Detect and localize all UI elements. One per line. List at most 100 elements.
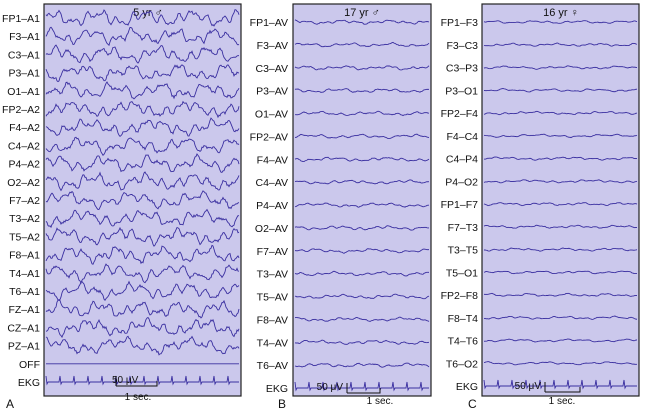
trace-f4-c4 bbox=[483, 133, 638, 139]
trace-o1-a1 bbox=[45, 81, 240, 100]
panel-c-scale-voltage: 50 μV bbox=[515, 381, 542, 392]
channel-label-fp2-av: FP2–AV bbox=[250, 131, 288, 143]
panel-c-scale-bar: 50 μV 1 sec. bbox=[515, 381, 581, 407]
panel-b-letter: B bbox=[278, 397, 286, 411]
trace-t3-av bbox=[294, 270, 430, 277]
trace-fp2-av bbox=[294, 133, 430, 139]
trace-c4-a2 bbox=[45, 136, 240, 156]
channel-label-p4-o2: P4–O2 bbox=[445, 176, 478, 188]
panel-b: 17 yr ♂ FP1–AV F3–AV C3–AV P3–AV O1–AV FP2–AV… bbox=[250, 3, 432, 411]
channel-label-t6-av: T6–AV bbox=[257, 360, 288, 372]
channel-label-p4-av: P4–AV bbox=[256, 200, 288, 212]
trace-p4-o2 bbox=[483, 179, 638, 184]
channel-label-cz-a1: CZ–A1 bbox=[7, 322, 40, 334]
panel-c-scale-time: 1 sec. bbox=[549, 396, 576, 407]
panel-c-traces bbox=[483, 20, 638, 390]
channel-label-fp1-a1: FP1–A1 bbox=[2, 13, 40, 25]
panel-c-background bbox=[481, 3, 640, 397]
channel-label-f7-t3: F7–T3 bbox=[448, 222, 479, 234]
channel-label-pz-a1: PZ–A1 bbox=[8, 341, 40, 353]
trace-f8-a1 bbox=[45, 244, 240, 265]
channel-label-c3-av: C3–AV bbox=[256, 63, 289, 75]
panel-a-letter: A bbox=[6, 397, 14, 411]
channel-label-off: OFF bbox=[19, 359, 40, 371]
channel-label-p3-av: P3–AV bbox=[256, 86, 288, 98]
channel-label-p3-o1: P3–O1 bbox=[445, 85, 478, 97]
channel-label-f7-a2: F7–A2 bbox=[9, 195, 40, 207]
trace-f7-a2 bbox=[45, 190, 240, 210]
channel-label-fp1-f3: FP1–F3 bbox=[441, 17, 479, 29]
channel-label-t3-t5: T3–T5 bbox=[448, 245, 479, 257]
panel-a-traces bbox=[45, 9, 240, 386]
panel-a-scale-time: 1 sec. bbox=[125, 392, 152, 403]
trace-fp1-a1 bbox=[45, 9, 240, 27]
panel-b-scale-voltage: 50 μV bbox=[317, 382, 344, 393]
channel-label-fp2-f4: FP2–F4 bbox=[441, 108, 479, 120]
trace-f3-c3 bbox=[483, 42, 638, 47]
trace-fp2-f8 bbox=[483, 292, 638, 297]
trace-t6-av bbox=[294, 362, 430, 368]
trace-t5-av bbox=[294, 293, 430, 300]
trace-cz-a1 bbox=[45, 316, 240, 339]
panel-a-scale-bar: 50 μV 1 sec. bbox=[112, 375, 158, 403]
channel-label-f3-c3: F3–C3 bbox=[446, 40, 478, 52]
trace-c3-av bbox=[294, 65, 430, 71]
trace-f8-t4 bbox=[483, 315, 638, 320]
channel-label-p3-a1: P3–A1 bbox=[8, 68, 40, 80]
channel-label-t5-a2: T5–A2 bbox=[9, 231, 40, 243]
trace-c3-p3 bbox=[483, 65, 638, 70]
trace-f4-av bbox=[294, 156, 430, 163]
trace-fz-a1 bbox=[45, 299, 240, 319]
channel-label-fz-a1: FZ–A1 bbox=[8, 304, 40, 316]
trace-t3-a2 bbox=[45, 208, 240, 229]
trace-ekg bbox=[45, 375, 239, 386]
channel-label-fp1-av: FP1–AV bbox=[250, 17, 288, 29]
channel-label-f7-av: F7–AV bbox=[257, 246, 288, 258]
channel-label-t5-o1: T5–O1 bbox=[446, 267, 478, 279]
channel-label-c3-p3: C3–P3 bbox=[446, 63, 478, 75]
channel-label-c4-p4: C4–P4 bbox=[446, 154, 478, 166]
trace-fp2-a2 bbox=[45, 100, 240, 119]
channel-label-f4-a2: F4–A2 bbox=[9, 122, 40, 134]
trace-t3-t5 bbox=[483, 247, 638, 252]
trace-t5-o1 bbox=[483, 270, 638, 275]
channel-label-o2-a2: O2–A2 bbox=[7, 177, 40, 189]
channel-label-t6-a1: T6–A1 bbox=[9, 286, 40, 298]
trace-f7-t3 bbox=[483, 224, 638, 229]
trace-p4-a2 bbox=[45, 153, 240, 173]
panel-b-traces bbox=[294, 19, 430, 392]
channel-label-c4-av: C4–AV bbox=[256, 177, 289, 189]
channel-label-ekg: EKG bbox=[456, 381, 478, 393]
trace-pz-a1 bbox=[45, 335, 240, 356]
panel-a: 5 yr ♂ FP1–A1F3–A1C3–A1P3–A1O1–A1FP2–A2F… bbox=[2, 3, 242, 411]
trace-t6-o2 bbox=[483, 361, 638, 366]
channel-label-fp1-f7: FP1–F7 bbox=[441, 199, 479, 211]
trace-f7-av bbox=[294, 248, 430, 254]
channel-label-t3-a2: T3–A2 bbox=[9, 213, 40, 225]
channel-label-f3-av: F3–AV bbox=[257, 40, 288, 52]
trace-f4-a2 bbox=[45, 117, 240, 137]
trace-f3-av bbox=[294, 41, 430, 48]
channel-label-f8-t4: F8–T4 bbox=[448, 313, 479, 325]
trace-t5-a2 bbox=[45, 226, 240, 247]
trace-fp1-f7 bbox=[483, 202, 638, 207]
panel-c-letter: C bbox=[468, 397, 477, 411]
trace-p4-av bbox=[294, 202, 430, 208]
panel-a-background bbox=[43, 3, 242, 397]
panel-b-scale-bar: 50 μV 1 sec. bbox=[317, 382, 394, 407]
channel-label-f4-c4: F4–C4 bbox=[446, 131, 478, 143]
trace-f3-a1 bbox=[45, 26, 240, 47]
channel-label-c4-a2: C4–A2 bbox=[8, 140, 40, 152]
channel-label-p4-a2: P4–A2 bbox=[8, 159, 40, 171]
channel-label-t3-av: T3–AV bbox=[257, 269, 288, 281]
channel-label-ekg: EKG bbox=[18, 377, 40, 389]
channel-label-f8-av: F8–AV bbox=[257, 314, 288, 326]
panel-c-title: 16 yr ♀ bbox=[543, 7, 579, 19]
trace-p3-o1 bbox=[483, 88, 638, 93]
trace-c3-a1 bbox=[45, 44, 240, 64]
channel-label-fp2-a2: FP2–A2 bbox=[2, 104, 40, 116]
panel-a-scale-voltage: 50 μV bbox=[112, 375, 139, 386]
panel-c: 16 yr ♀ FP1–F3 F3–C3 C3–P3 P3–O1 FP2–F4 F4–C4… bbox=[441, 3, 640, 411]
channel-label-t4-t6: T4–T6 bbox=[448, 336, 479, 348]
